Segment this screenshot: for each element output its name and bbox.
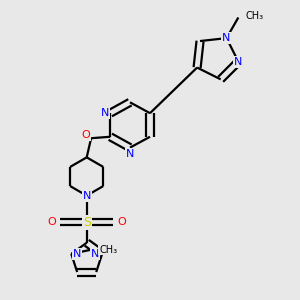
Text: CH₃: CH₃ xyxy=(99,244,117,254)
Text: N: N xyxy=(126,149,134,159)
Text: O: O xyxy=(47,217,56,227)
Text: O: O xyxy=(81,130,90,140)
Text: CH₃: CH₃ xyxy=(246,11,264,21)
Text: N: N xyxy=(82,190,91,201)
Text: N: N xyxy=(73,249,81,259)
Text: O: O xyxy=(118,217,126,227)
Text: N: N xyxy=(100,108,109,118)
Text: N: N xyxy=(222,33,231,43)
Text: N: N xyxy=(234,57,242,67)
Text: S: S xyxy=(83,216,91,229)
Text: N: N xyxy=(91,249,99,259)
